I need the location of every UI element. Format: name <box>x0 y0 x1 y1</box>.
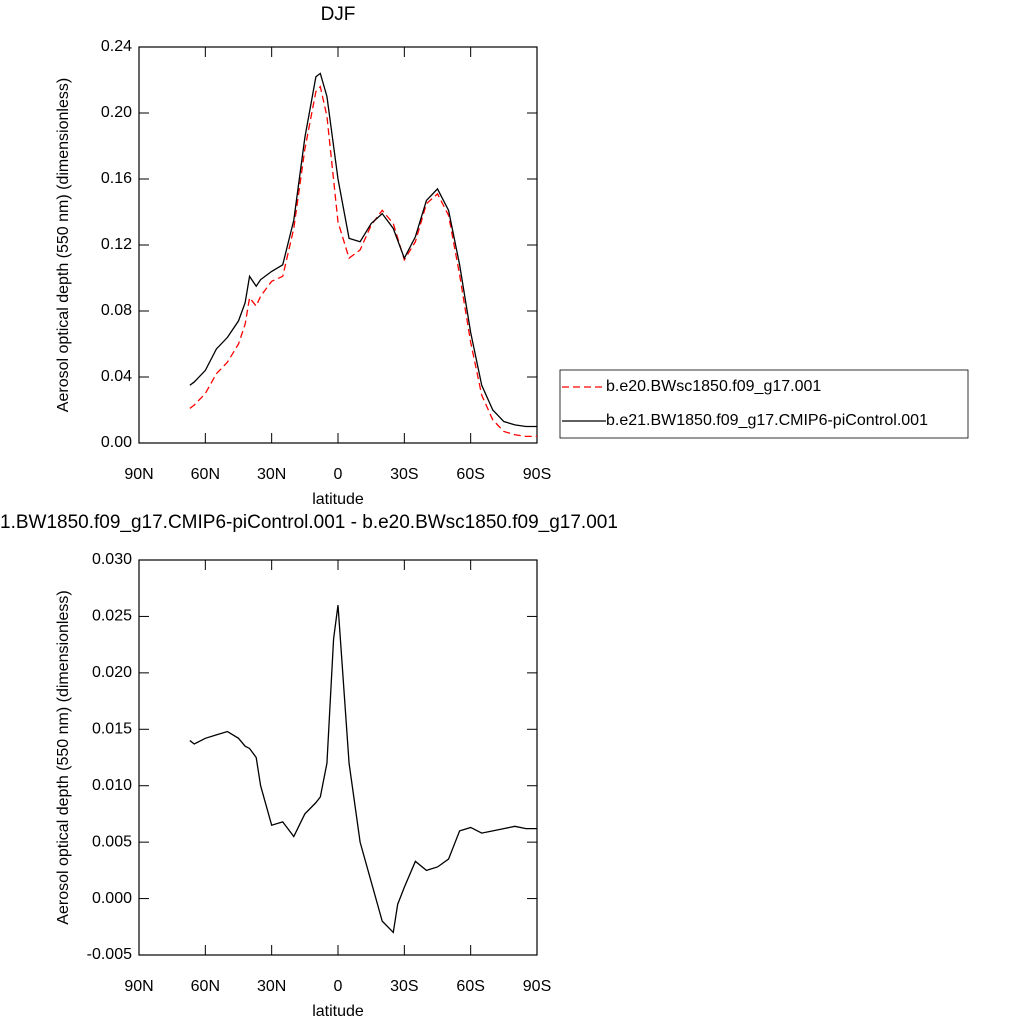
plot-frame <box>138 46 538 444</box>
x-axis-label: latitude <box>312 491 364 508</box>
y-tick-label: 0.24 <box>101 38 132 55</box>
x-tick-label: 30N <box>257 466 286 483</box>
y-tick-label: 0.16 <box>101 170 132 187</box>
x-tick-label: 90N <box>124 978 153 995</box>
x-tick-label: 90N <box>124 466 153 483</box>
x-tick-label: 60S <box>456 978 484 995</box>
y-tick-label: 0.015 <box>92 721 132 738</box>
y-tick-label: 0.005 <box>92 833 132 850</box>
x-tick-label: 30N <box>257 978 286 995</box>
chart-title: DJF <box>321 4 356 25</box>
y-axis-label: Aerosol optical depth (550 nm) (dimensio… <box>55 78 72 412</box>
y-tick-label: 0.12 <box>101 236 132 253</box>
x-tick-label: 60N <box>191 978 220 995</box>
y-tick-label: 0.08 <box>101 302 132 319</box>
data-line <box>189 605 537 934</box>
data-line <box>189 72 537 428</box>
data-line <box>189 85 537 438</box>
legend-label: b.e21.BW1850.f09_g17.CMIP6-piControl.001 <box>606 412 928 429</box>
y-axis-label: Aerosol optical depth (550 nm) (dimensio… <box>55 590 72 924</box>
y-tick-label: 0.000 <box>92 890 132 907</box>
x-tick-label: 0 <box>334 466 343 483</box>
y-tick-label: 0.20 <box>101 104 132 121</box>
legend-box <box>559 369 969 439</box>
x-tick-label: 90S <box>523 466 551 483</box>
y-tick-label: 0.030 <box>92 551 132 568</box>
x-tick-label: 30S <box>390 466 418 483</box>
y-tick-label: 0.010 <box>92 777 132 794</box>
x-tick-label: 60S <box>456 466 484 483</box>
x-axis-label: latitude <box>312 1003 364 1020</box>
x-tick-label: 60N <box>191 466 220 483</box>
y-tick-label: -0.005 <box>87 946 132 963</box>
y-tick-label: 0.00 <box>101 434 132 451</box>
chart-title: 1.BW1850.f09_g17.CMIP6-piControl.001 - b… <box>0 512 618 533</box>
y-tick-label: 0.04 <box>101 368 132 385</box>
legend-label: b.e20.BWsc1850.f09_g17.001 <box>606 378 821 395</box>
x-tick-label: 30S <box>390 978 418 995</box>
x-tick-label: 90S <box>523 978 551 995</box>
y-tick-label: 0.020 <box>92 664 132 681</box>
plot-frame <box>138 559 538 956</box>
x-tick-label: 0 <box>334 978 343 995</box>
y-tick-label: 0.025 <box>92 608 132 625</box>
